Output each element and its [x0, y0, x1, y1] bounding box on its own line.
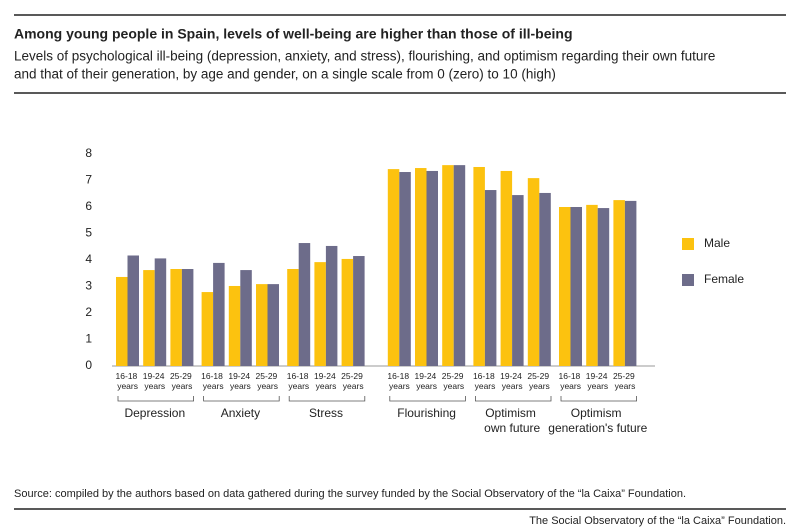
bar [298, 243, 311, 366]
legend-swatch [682, 274, 694, 286]
bar [527, 178, 540, 366]
bar [426, 170, 438, 366]
chart-title: Among young people in Spain, levels of w… [14, 26, 573, 42]
bar [213, 262, 225, 366]
bar [387, 169, 400, 366]
group-label: Optimism own future [484, 406, 540, 435]
y-tick-label: 2 [85, 305, 92, 319]
x-tick-label: 19-24 years [143, 371, 167, 391]
y-tick-label: 7 [85, 173, 92, 187]
bar [325, 245, 338, 366]
legend-label: Female [704, 272, 744, 286]
bar [512, 195, 524, 366]
bar [228, 285, 241, 366]
bar [181, 269, 194, 366]
bar [500, 170, 513, 366]
bar [341, 258, 354, 366]
group-label: Stress [309, 406, 343, 420]
x-tick-label: 25-29 years [170, 371, 194, 391]
x-tick-label: 25-29 years [527, 371, 551, 391]
group-bracket [117, 396, 194, 402]
x-tick-label: 16-18 years [116, 371, 140, 391]
x-tick-label: 19-24 years [586, 371, 610, 391]
x-tick-label: 16-18 years [473, 371, 497, 391]
bar [559, 207, 571, 366]
bar [484, 190, 497, 366]
y-tick-label: 6 [85, 199, 92, 213]
bar [353, 256, 365, 366]
group-bracket [288, 396, 366, 402]
x-tick-label: 25-29 years [256, 371, 280, 391]
x-tick-label: 16-18 years [287, 371, 311, 391]
y-tick-label: 0 [85, 358, 92, 372]
y-tick-label: 4 [85, 252, 92, 266]
bar [154, 258, 167, 366]
bar [453, 165, 466, 366]
group-bracket [203, 396, 280, 402]
x-tick-label: 19-24 years [415, 371, 439, 391]
bar [116, 276, 128, 366]
bar [170, 269, 182, 366]
bar [256, 284, 268, 366]
group-label: Optimism generation's future [548, 406, 647, 435]
y-tick-label: 3 [85, 279, 92, 293]
bar [399, 172, 411, 366]
source: Source: compiled by the authors based on… [14, 488, 686, 500]
group-bracket [475, 396, 552, 402]
bar [314, 262, 326, 366]
x-tick-label: 16-18 years [387, 371, 411, 391]
group-label: Anxiety [221, 406, 260, 420]
bar [586, 204, 598, 366]
x-tick-label: 16-18 years [559, 371, 583, 391]
bar [267, 284, 279, 366]
y-tick-label: 1 [85, 332, 92, 346]
bar [442, 165, 454, 366]
bar [127, 255, 139, 366]
bar [539, 192, 551, 366]
bar [287, 269, 299, 366]
bar [201, 292, 214, 366]
x-tick-label: 16-18 years [201, 371, 225, 391]
group-bracket [560, 396, 637, 402]
legend-label: Male [704, 236, 730, 250]
subtitle: Levels of psychological ill-being (depre… [14, 49, 715, 64]
bar [143, 270, 155, 366]
legend-swatch [682, 238, 694, 250]
subtitle: and that of their generation, by age and… [14, 67, 556, 82]
group-label: Flourishing [397, 406, 456, 420]
bar [613, 200, 625, 366]
x-tick-label: 25-29 years [442, 371, 466, 391]
x-tick-label: 25-29 years [341, 371, 365, 391]
y-tick-label: 8 [85, 146, 92, 160]
group-label: Depression [124, 406, 185, 420]
bar [415, 168, 427, 366]
footer: The Social Observatory of the “la Caixa”… [529, 515, 786, 527]
x-tick-label: 19-24 years [500, 371, 524, 391]
bar [473, 166, 485, 366]
bar [240, 270, 252, 366]
bar [570, 207, 582, 366]
x-tick-label: 19-24 years [228, 371, 252, 391]
bar [624, 200, 637, 366]
group-bracket [389, 396, 466, 402]
bar [597, 208, 610, 366]
x-tick-label: 25-29 years [613, 371, 637, 391]
x-tick-label: 19-24 years [314, 371, 338, 391]
y-tick-label: 5 [85, 226, 92, 240]
